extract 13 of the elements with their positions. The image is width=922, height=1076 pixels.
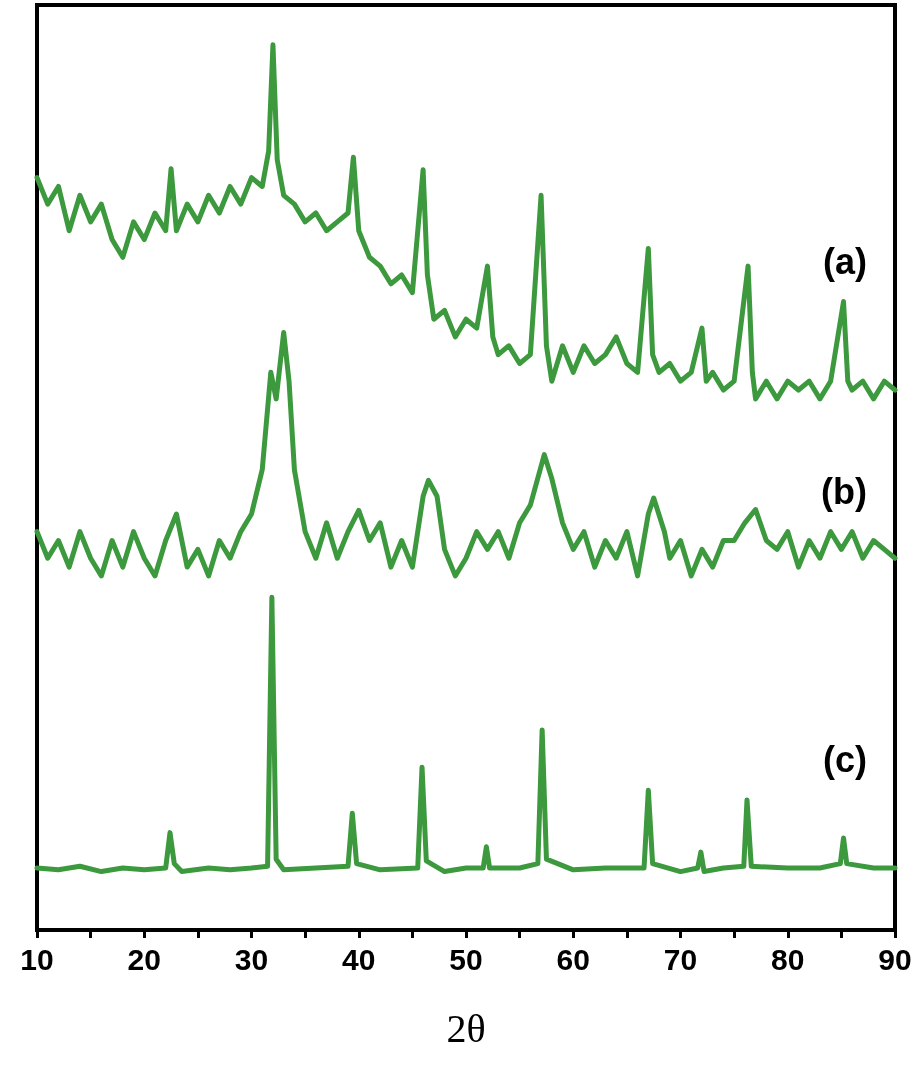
x-tick-label: 70 bbox=[663, 942, 698, 976]
x-tick-label: 60 bbox=[556, 942, 590, 976]
x-tick-label: 30 bbox=[234, 942, 269, 976]
x-tick-label: 80 bbox=[771, 942, 805, 976]
x-tick-label: 40 bbox=[342, 942, 376, 976]
series-label: (c) bbox=[823, 739, 867, 781]
x-tick-label: 10 bbox=[20, 942, 54, 976]
x-tick-label: 50 bbox=[449, 942, 483, 976]
x-tick-label: 90 bbox=[878, 942, 912, 976]
series-label: (a) bbox=[823, 241, 867, 283]
x-axis-title: 2θ bbox=[446, 1005, 486, 1051]
series-label: (b) bbox=[821, 471, 867, 513]
x-tick-label: 20 bbox=[127, 942, 161, 976]
